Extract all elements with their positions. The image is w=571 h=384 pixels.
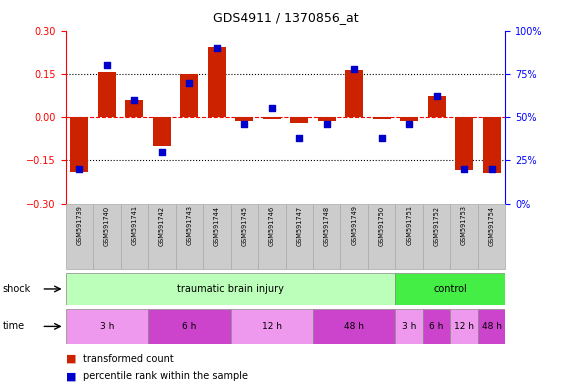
Bar xyxy=(231,309,313,344)
Text: GSM591746: GSM591746 xyxy=(269,205,275,246)
Point xyxy=(267,106,276,112)
Bar xyxy=(93,204,120,269)
Text: shock: shock xyxy=(3,284,31,294)
Point xyxy=(157,149,166,155)
Text: GSM591741: GSM591741 xyxy=(131,205,138,245)
Bar xyxy=(120,204,148,269)
Text: GSM591747: GSM591747 xyxy=(296,205,302,246)
Text: GSM591739: GSM591739 xyxy=(77,205,82,245)
Point xyxy=(75,166,84,172)
Text: GSM591753: GSM591753 xyxy=(461,205,467,245)
Bar xyxy=(400,117,418,121)
Bar xyxy=(423,309,451,344)
Bar xyxy=(153,117,171,146)
Text: GSM591750: GSM591750 xyxy=(379,205,385,246)
Bar xyxy=(176,204,203,269)
Point xyxy=(212,45,222,51)
Bar xyxy=(478,309,505,344)
Bar xyxy=(313,204,340,269)
Point xyxy=(102,62,111,68)
Text: GSM591744: GSM591744 xyxy=(214,205,220,246)
Bar xyxy=(66,273,395,305)
Bar xyxy=(235,117,253,121)
Bar xyxy=(286,204,313,269)
Text: transformed count: transformed count xyxy=(83,354,174,364)
Bar xyxy=(451,309,478,344)
Bar xyxy=(231,204,258,269)
Bar xyxy=(180,74,198,117)
Bar xyxy=(258,204,286,269)
Bar xyxy=(478,204,505,269)
Text: GSM591742: GSM591742 xyxy=(159,205,165,246)
Text: GSM591743: GSM591743 xyxy=(186,205,192,245)
Text: GSM591752: GSM591752 xyxy=(433,205,440,246)
Text: control: control xyxy=(433,284,467,294)
Point xyxy=(240,121,249,127)
Point xyxy=(322,121,331,127)
Bar xyxy=(395,273,505,305)
Text: GSM591748: GSM591748 xyxy=(324,205,329,246)
Bar xyxy=(451,204,478,269)
Text: 48 h: 48 h xyxy=(481,322,501,331)
Point xyxy=(460,166,469,172)
Bar xyxy=(98,73,116,117)
Text: GSM591749: GSM591749 xyxy=(351,205,357,245)
Bar xyxy=(395,204,423,269)
Text: 12 h: 12 h xyxy=(454,322,474,331)
Bar xyxy=(318,117,336,121)
Point xyxy=(295,135,304,141)
Bar xyxy=(203,204,231,269)
Bar xyxy=(428,96,445,117)
Point xyxy=(405,121,414,127)
Text: traumatic brain injury: traumatic brain injury xyxy=(177,284,284,294)
Text: GDS4911 / 1370856_at: GDS4911 / 1370856_at xyxy=(212,12,359,25)
Bar xyxy=(368,204,395,269)
Bar xyxy=(455,117,473,170)
Bar xyxy=(423,204,451,269)
Bar xyxy=(70,117,89,172)
Text: 48 h: 48 h xyxy=(344,322,364,331)
Text: 6 h: 6 h xyxy=(182,322,196,331)
Text: 3 h: 3 h xyxy=(100,322,114,331)
Bar xyxy=(340,204,368,269)
Text: 6 h: 6 h xyxy=(429,322,444,331)
Bar xyxy=(208,46,226,117)
Text: GSM591740: GSM591740 xyxy=(104,205,110,246)
Text: GSM591745: GSM591745 xyxy=(242,205,247,246)
Point xyxy=(185,79,194,86)
Bar xyxy=(148,309,231,344)
Text: percentile rank within the sample: percentile rank within the sample xyxy=(83,371,248,381)
Point xyxy=(487,166,496,172)
Text: GSM591751: GSM591751 xyxy=(406,205,412,245)
Text: 3 h: 3 h xyxy=(402,322,416,331)
Bar xyxy=(66,204,93,269)
Bar xyxy=(263,117,281,119)
Bar xyxy=(482,117,501,173)
Point xyxy=(130,97,139,103)
Bar xyxy=(373,117,391,119)
Point xyxy=(377,135,386,141)
Text: time: time xyxy=(3,321,25,331)
Bar xyxy=(345,70,363,117)
Point xyxy=(349,66,359,72)
Point xyxy=(432,93,441,99)
Text: GSM591754: GSM591754 xyxy=(489,205,494,246)
Bar xyxy=(148,204,176,269)
Bar xyxy=(395,309,423,344)
Text: ■: ■ xyxy=(66,354,76,364)
Text: ■: ■ xyxy=(66,371,76,381)
Bar xyxy=(290,117,308,123)
Bar xyxy=(313,309,395,344)
Bar xyxy=(126,100,143,117)
Text: 12 h: 12 h xyxy=(262,322,282,331)
Bar xyxy=(66,309,148,344)
